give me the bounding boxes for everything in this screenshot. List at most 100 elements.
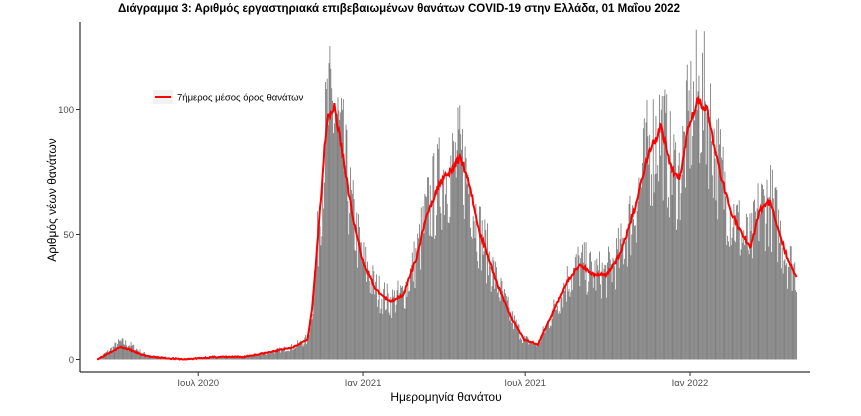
daily-deaths-bar bbox=[756, 208, 758, 360]
daily-deaths-bar bbox=[470, 227, 471, 360]
daily-deaths-bar bbox=[596, 258, 598, 360]
daily-deaths-bar bbox=[273, 353, 275, 360]
daily-deaths-bar bbox=[519, 339, 521, 360]
daily-deaths-bar bbox=[317, 266, 319, 360]
daily-deaths-bar bbox=[432, 156, 434, 360]
daily-deaths-bar bbox=[285, 350, 287, 360]
daily-deaths-bar bbox=[355, 251, 357, 360]
daily-deaths-bar bbox=[247, 355, 248, 360]
daily-deaths-bar bbox=[482, 254, 484, 360]
daily-deaths-bar bbox=[656, 173, 658, 360]
daily-deaths-bar bbox=[131, 345, 133, 360]
daily-deaths-bar bbox=[716, 119, 718, 360]
daily-deaths-bar bbox=[494, 288, 496, 360]
daily-deaths-bar bbox=[688, 90, 690, 360]
daily-deaths-bar bbox=[574, 257, 576, 360]
daily-deaths-bar bbox=[254, 354, 256, 360]
daily-deaths-bar bbox=[696, 109, 698, 360]
daily-deaths-bar bbox=[720, 157, 722, 360]
daily-deaths-bar bbox=[627, 223, 629, 360]
daily-deaths-bar bbox=[257, 354, 259, 360]
daily-deaths-bar bbox=[348, 234, 350, 360]
daily-deaths-bar bbox=[551, 319, 553, 360]
daily-deaths-bar bbox=[113, 347, 115, 360]
daily-deaths-bar bbox=[664, 89, 666, 360]
daily-deaths-bar bbox=[653, 192, 655, 360]
daily-deaths-bar bbox=[271, 353, 273, 360]
daily-deaths-bar bbox=[256, 355, 258, 360]
daily-deaths-bar bbox=[288, 350, 290, 360]
daily-deaths-bar bbox=[599, 251, 600, 360]
daily-deaths-bar bbox=[119, 340, 121, 360]
daily-deaths-bar bbox=[733, 204, 735, 360]
daily-deaths-bar bbox=[581, 252, 583, 360]
daily-deaths-bar bbox=[425, 195, 427, 360]
daily-deaths-bar bbox=[789, 245, 791, 360]
daily-deaths-bar bbox=[624, 258, 626, 360]
daily-deaths-bar bbox=[261, 353, 263, 360]
daily-deaths-bar bbox=[299, 342, 300, 360]
daily-deaths-bar bbox=[320, 245, 322, 360]
daily-deaths-bar bbox=[129, 346, 131, 360]
daily-deaths-bar bbox=[381, 298, 383, 360]
daily-deaths-bar bbox=[431, 236, 433, 360]
daily-deaths-bar bbox=[324, 81, 326, 360]
daily-deaths-bar bbox=[577, 246, 579, 360]
daily-deaths-bar bbox=[719, 129, 721, 360]
daily-deaths-bar bbox=[663, 95, 665, 360]
daily-deaths-bar bbox=[788, 266, 789, 360]
daily-deaths-bar bbox=[444, 215, 445, 360]
daily-deaths-bar bbox=[405, 282, 407, 360]
daily-deaths-bar bbox=[282, 347, 284, 360]
daily-deaths-bar bbox=[456, 150, 458, 360]
daily-deaths-bar bbox=[316, 211, 318, 360]
daily-deaths-bar bbox=[554, 304, 556, 360]
daily-deaths-bar bbox=[530, 342, 531, 360]
y-tick-label: 0 bbox=[69, 355, 74, 366]
daily-deaths-bar bbox=[386, 283, 388, 360]
daily-deaths-bar bbox=[353, 199, 355, 360]
daily-deaths-bar bbox=[541, 334, 543, 360]
daily-deaths-bar bbox=[276, 348, 278, 360]
daily-deaths-bar bbox=[256, 354, 257, 360]
daily-deaths-bar bbox=[513, 315, 515, 360]
daily-deaths-bar bbox=[644, 169, 646, 360]
daily-deaths-bar bbox=[445, 194, 446, 360]
daily-deaths-bar bbox=[714, 158, 716, 360]
daily-deaths-bar bbox=[702, 52, 703, 360]
daily-deaths-bar bbox=[488, 251, 490, 360]
daily-deaths-bar bbox=[772, 198, 774, 360]
daily-deaths-bar bbox=[486, 283, 488, 360]
daily-deaths-bar bbox=[458, 129, 460, 360]
daily-deaths-bar bbox=[402, 290, 404, 360]
daily-deaths-bar bbox=[455, 177, 457, 360]
daily-deaths-bar bbox=[676, 219, 678, 360]
daily-deaths-bar bbox=[418, 238, 420, 360]
daily-deaths-bar bbox=[383, 289, 385, 360]
daily-deaths-bar bbox=[718, 118, 720, 360]
daily-deaths-bar bbox=[143, 352, 145, 360]
daily-deaths-bar bbox=[616, 249, 618, 360]
daily-deaths-bar bbox=[625, 239, 627, 360]
daily-deaths-bar bbox=[148, 356, 150, 360]
daily-deaths-bar bbox=[302, 346, 304, 360]
daily-deaths-bar bbox=[752, 258, 754, 360]
daily-deaths-bar bbox=[120, 341, 122, 360]
daily-deaths-bar bbox=[358, 214, 360, 360]
daily-deaths-bar bbox=[681, 174, 683, 360]
daily-deaths-bar bbox=[668, 217, 670, 360]
daily-deaths-bar bbox=[230, 357, 231, 360]
daily-deaths-bar bbox=[477, 261, 479, 360]
x-tick-label: Ιουλ 2021 bbox=[504, 378, 546, 389]
daily-deaths-bar bbox=[638, 177, 640, 360]
daily-deaths-bar bbox=[429, 185, 431, 360]
daily-deaths-bar bbox=[639, 187, 641, 360]
daily-deaths-bar bbox=[443, 169, 445, 360]
daily-deaths-bar bbox=[315, 263, 317, 360]
daily-deaths-bar bbox=[751, 212, 753, 360]
daily-deaths-bar bbox=[711, 175, 713, 360]
daily-deaths-bar bbox=[564, 290, 566, 360]
daily-deaths-bar bbox=[762, 184, 763, 360]
daily-deaths-bar bbox=[471, 238, 473, 360]
daily-deaths-bar bbox=[529, 340, 531, 360]
